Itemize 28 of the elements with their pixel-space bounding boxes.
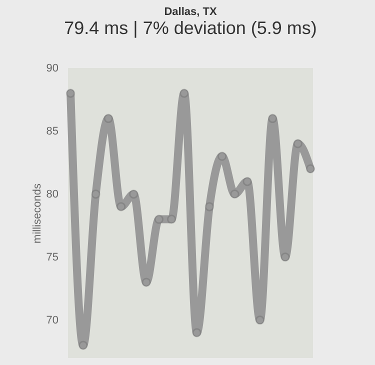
point (306, 164, 316, 174)
point (166, 214, 176, 224)
point (154, 214, 164, 224)
point (230, 189, 240, 199)
y-tick-label: 90 (46, 62, 58, 74)
y-tick-label: 85 (46, 126, 58, 138)
point (217, 152, 227, 161)
point (268, 114, 278, 124)
chart-subtitle: 79.4 ms | 7% deviation (5.9 ms) (64, 18, 317, 38)
point (204, 202, 214, 212)
point (66, 88, 76, 98)
point (104, 114, 114, 124)
point (293, 139, 302, 148)
point (116, 202, 126, 212)
point (78, 340, 88, 350)
point (255, 316, 265, 325)
y-tick-label: 75 (46, 252, 58, 264)
y-tick-label: 70 (46, 314, 58, 327)
point (242, 176, 252, 186)
point (142, 278, 151, 287)
point (91, 189, 100, 199)
point (280, 252, 290, 262)
y-axis-title: milliseconds (31, 183, 44, 244)
point (180, 88, 189, 98)
point (129, 189, 138, 199)
y-tick-label: 80 (46, 188, 58, 201)
point (192, 328, 202, 338)
chart-title: Dallas, TX (164, 6, 218, 18)
